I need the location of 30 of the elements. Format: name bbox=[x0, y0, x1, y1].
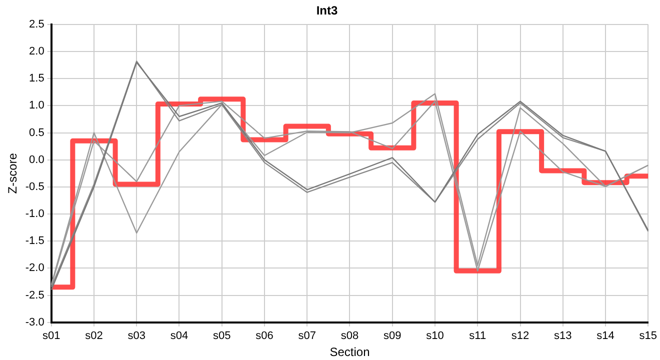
y-tick-label: 0.5 bbox=[29, 126, 44, 139]
x-tick-label: s13 bbox=[554, 330, 572, 342]
x-tick-label: s11 bbox=[469, 330, 486, 342]
x-axis-title: Section bbox=[330, 345, 370, 360]
x-tick-label: s08 bbox=[340, 330, 359, 342]
x-tick-label: s07 bbox=[298, 330, 316, 342]
y-tick-label: 0.0 bbox=[29, 154, 44, 166]
x-tick-label: s14 bbox=[596, 330, 614, 342]
x-tick-label: s09 bbox=[383, 330, 402, 342]
y-tick-label: -0.5 bbox=[25, 180, 44, 193]
chart-title: Int3 bbox=[316, 4, 338, 18]
y-tick-label: -2.0 bbox=[25, 262, 44, 274]
y-tick-label: 1.0 bbox=[29, 100, 44, 112]
x-tick-label: s15 bbox=[639, 330, 658, 342]
y-tick-label: 2.0 bbox=[29, 46, 44, 58]
x-tick-label: s04 bbox=[170, 330, 188, 342]
x-tick-label: s10 bbox=[426, 330, 444, 342]
y-axis-title: Z-score bbox=[6, 152, 20, 194]
y-tick-label: -3.0 bbox=[25, 316, 44, 328]
x-tick-label: s01 bbox=[42, 330, 60, 342]
y-tick-label: -2.5 bbox=[25, 289, 44, 302]
x-tick-label: s06 bbox=[256, 330, 274, 342]
x-tick-label: s02 bbox=[85, 330, 103, 342]
x-tick-label: s03 bbox=[128, 330, 146, 342]
x-tick-label: s12 bbox=[511, 330, 530, 342]
y-tick-label: 2.5 bbox=[29, 18, 44, 30]
y-tick-label: -1.0 bbox=[25, 208, 44, 220]
y-tick-label: 1.5 bbox=[29, 72, 44, 85]
x-tick-label: s05 bbox=[212, 330, 231, 342]
y-tick-label: -1.5 bbox=[25, 235, 44, 248]
